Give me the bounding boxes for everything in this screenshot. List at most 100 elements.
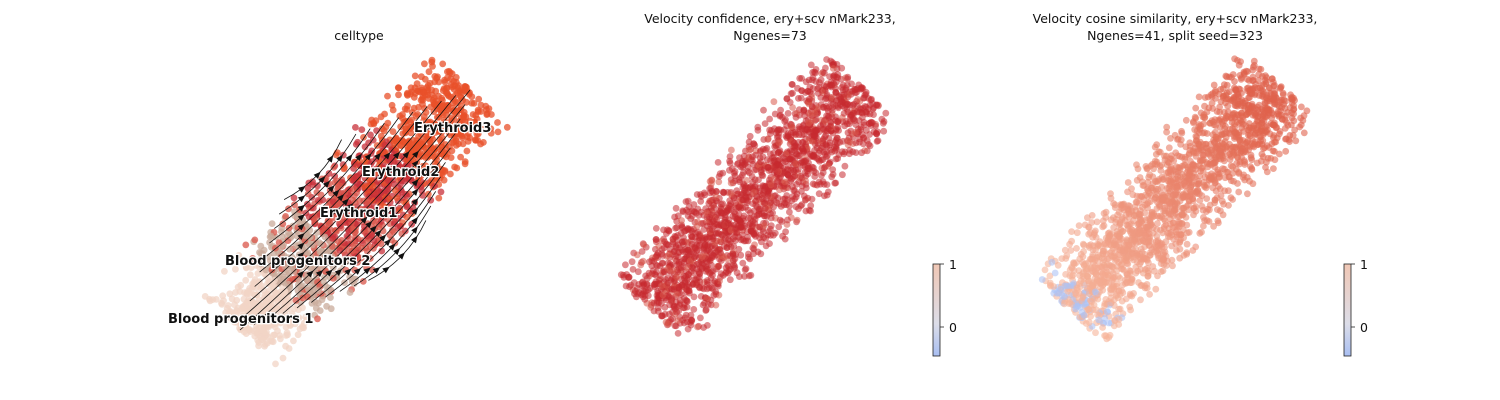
confidence-point	[841, 162, 849, 170]
cell-point	[494, 119, 501, 126]
confidence-point	[679, 207, 687, 215]
confidence-point	[685, 287, 693, 295]
cosine-point	[1229, 71, 1237, 78]
confidence-point	[712, 193, 720, 201]
cell-point	[389, 128, 397, 136]
confidence-point	[806, 83, 814, 91]
cell-point	[503, 123, 511, 131]
cosine-point	[1182, 116, 1190, 124]
cell-point	[444, 74, 451, 82]
confidence-point	[821, 95, 829, 103]
confidence-point	[732, 225, 739, 233]
confidence-point	[625, 273, 633, 281]
velocity-arrow	[411, 235, 418, 244]
confidence-point	[797, 94, 805, 102]
cosine-point	[1216, 185, 1224, 193]
cell-point	[447, 93, 455, 101]
cell-point	[272, 360, 279, 368]
confidence-point	[847, 101, 854, 109]
confidence-point	[862, 103, 870, 111]
cell-point	[352, 141, 360, 148]
confidence-point	[727, 190, 734, 198]
cosine-point	[1222, 72, 1230, 80]
cell-point	[352, 124, 359, 131]
cell-point	[304, 200, 311, 208]
cosine-point	[1195, 93, 1203, 101]
confidence-point	[873, 138, 881, 145]
confidence-point	[665, 227, 673, 234]
cell-point	[243, 290, 251, 298]
cell-point	[350, 226, 357, 234]
confidence-point	[720, 254, 728, 261]
confidence-point	[659, 291, 667, 299]
cell-point	[316, 307, 324, 314]
confidence-point	[640, 241, 648, 249]
cosine-point	[1100, 241, 1108, 248]
confidence-point	[852, 139, 860, 147]
confidence-point	[678, 246, 686, 254]
confidence-point	[628, 258, 636, 266]
confidence-point	[777, 150, 785, 158]
confidence-point	[785, 162, 792, 170]
confidence-point	[760, 222, 768, 230]
cell-point	[420, 113, 428, 120]
cell-point	[359, 278, 367, 285]
confidence-point	[701, 299, 708, 307]
confidence-point	[711, 277, 719, 285]
cosine-point	[1041, 266, 1049, 274]
cell-point	[299, 294, 307, 302]
cell-point	[412, 112, 420, 120]
confidence-point	[714, 159, 722, 166]
cell-point	[463, 147, 471, 155]
confidence-point	[822, 131, 830, 139]
cell-point	[407, 84, 415, 92]
confidence-point	[726, 166, 733, 174]
confidence-point	[804, 126, 811, 133]
celltype-label: Erythroid3	[414, 121, 491, 136]
cell-point	[377, 113, 385, 121]
confidence-point	[641, 295, 649, 303]
confidence-point	[721, 228, 729, 235]
cell-point	[318, 206, 326, 214]
confidence-point	[782, 228, 789, 236]
confidence-point	[827, 122, 835, 130]
confidence-point	[722, 270, 729, 277]
confidence-point	[706, 213, 713, 221]
cell-point	[439, 87, 447, 94]
cosine-point	[1165, 144, 1173, 152]
cell-point	[447, 170, 454, 178]
confidence-point	[673, 261, 681, 269]
confidence-point	[643, 274, 651, 282]
cell-point	[352, 174, 360, 181]
cell-point	[290, 337, 297, 345]
confidence-point	[757, 147, 765, 155]
cosine-point	[1105, 334, 1113, 341]
cell-point	[380, 127, 388, 135]
confidence-point	[739, 184, 747, 191]
cell-point	[268, 220, 276, 228]
confidence-point	[700, 324, 707, 331]
cell-point	[253, 330, 261, 337]
cell-point	[418, 95, 426, 103]
confidence-point	[770, 203, 777, 211]
confidence-point	[811, 110, 819, 117]
confidence-point	[789, 81, 796, 88]
confidence-point	[783, 134, 791, 142]
confidence-point	[832, 179, 840, 187]
cell-point	[317, 240, 325, 248]
cosine-point	[1176, 254, 1184, 262]
confidence-point	[843, 81, 851, 89]
cell-point	[488, 111, 495, 118]
confidence-point	[652, 225, 660, 232]
confidence-point	[819, 178, 827, 186]
confidence-point	[779, 195, 787, 203]
cell-point	[388, 236, 395, 244]
confidence-point	[764, 192, 772, 200]
celltype-label: Erythroid1	[320, 206, 397, 221]
confidence-point	[832, 78, 840, 86]
confidence-point	[757, 250, 765, 258]
cell-point	[421, 60, 428, 68]
cell-point	[411, 90, 419, 97]
cosine-point	[1300, 129, 1308, 137]
confidence-point	[781, 235, 789, 243]
